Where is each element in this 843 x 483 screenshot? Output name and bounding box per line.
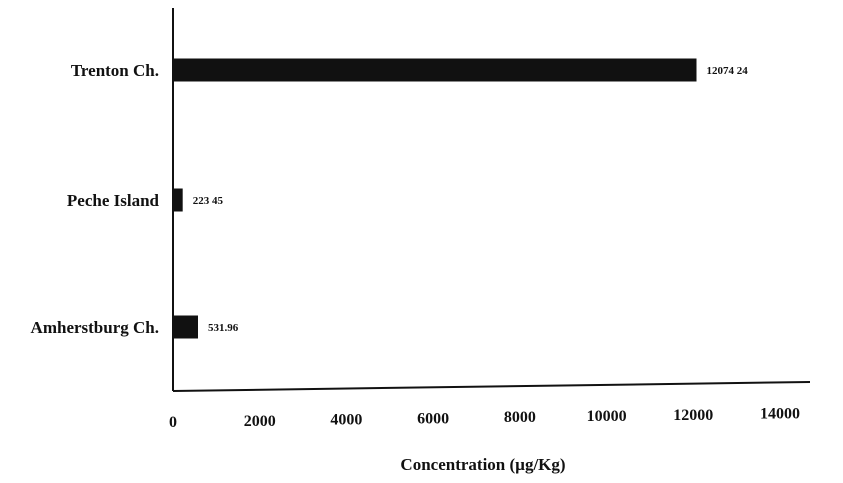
x-tick-labels: 0 2000 4000 6000 8000 10000 12000 14000 <box>169 406 800 431</box>
x-tick-label-0: 0 <box>169 414 177 431</box>
x-tick-label-10000: 10000 <box>587 408 627 425</box>
bar-trenton-ch <box>173 58 697 82</box>
data-labels: 12074 24 223 45 531.96 <box>193 65 749 334</box>
x-tick-label-8000: 8000 <box>504 409 536 426</box>
x-tick-label-12000: 12000 <box>673 407 713 424</box>
x-tick-label-2000: 2000 <box>244 413 276 430</box>
category-labels: Trenton Ch. Peche Island Amherstburg Ch. <box>31 61 160 337</box>
category-label-trenton-ch: Trenton Ch. <box>71 61 159 80</box>
x-tick-label-14000: 14000 <box>760 406 800 423</box>
x-tick-label-6000: 6000 <box>417 410 449 427</box>
bar-amherstburg-ch <box>173 315 198 339</box>
bars-layer <box>173 58 697 339</box>
bar-peche-island <box>173 188 183 212</box>
x-axis-title: Concentration (µg/Kg) <box>400 455 565 474</box>
category-label-amherstburg-ch: Amherstburg Ch. <box>31 318 159 337</box>
x-axis <box>172 381 811 392</box>
x-tick-label-4000: 4000 <box>330 412 362 429</box>
data-label-peche-island: 223 45 <box>193 195 224 207</box>
category-label-peche-island: Peche Island <box>67 191 160 210</box>
data-label-trenton-ch: 12074 24 <box>707 65 749 77</box>
data-label-amherstburg-ch: 531.96 <box>208 322 239 334</box>
